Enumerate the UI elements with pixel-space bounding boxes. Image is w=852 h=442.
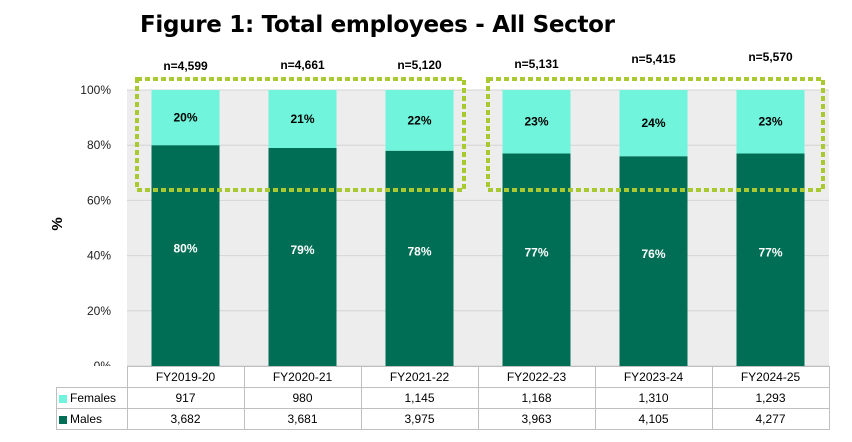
data-label-females: 24% <box>641 116 665 130</box>
total-label: n=5,415 <box>631 52 676 66</box>
data-label-males: 79% <box>290 243 314 257</box>
legend-label: Females <box>70 391 117 405</box>
y-tick-label: 40% <box>87 249 111 263</box>
plot-area: 0% 20% 40% 60% 80% 100%% 80% 20% n=4,599 79% 21% n=… <box>49 50 829 366</box>
table-cell: 3,681 <box>243 408 362 430</box>
table-cell: 980 <box>243 387 362 409</box>
total-label: n=5,570 <box>748 50 793 64</box>
data-label-males: 78% <box>407 244 431 258</box>
y-tick-label: 100% <box>80 83 111 97</box>
y-axis-label: % <box>49 217 66 230</box>
legend-swatch <box>59 415 67 424</box>
y-tick-label: 60% <box>87 193 111 207</box>
data-table: FY2019-20 FY2020-21 FY2021-22 FY2022-23 FY20… <box>56 366 830 430</box>
bar-females <box>619 90 688 157</box>
table-cell: 3,975 <box>360 408 479 430</box>
chart-title: Figure 1: Total employees - All Sector <box>140 12 615 38</box>
bar-females <box>268 90 337 148</box>
total-label: n=5,131 <box>514 57 559 71</box>
category-label: FY2023-24 <box>594 366 713 388</box>
bar-females <box>385 90 454 151</box>
data-label-females: 22% <box>407 113 431 127</box>
table-cell: 4,105 <box>594 408 713 430</box>
table-cell: 1,293 <box>711 387 830 409</box>
bar-males <box>151 145 220 366</box>
table-row: Females 917 980 1,145 1,168 1,310 1,293 <box>56 387 830 409</box>
category-label: FY2020-21 <box>243 366 362 388</box>
y-tick-label: 0% <box>94 359 112 366</box>
data-label-females: 23% <box>758 115 782 129</box>
table-cell: 1,145 <box>360 387 479 409</box>
stacked-bar-chart: 0% 20% 40% 60% 80% 100%% 80% 20% n=4,599 79% 21% n=… <box>49 50 829 366</box>
table-row-header: Females <box>56 387 128 409</box>
y-tick-label: 80% <box>87 138 111 152</box>
data-label-males: 76% <box>641 247 665 261</box>
bar-females <box>736 90 805 154</box>
data-label-males: 80% <box>173 242 197 256</box>
bar-females <box>502 90 571 154</box>
table-corner <box>56 366 128 388</box>
y-tick-label: 20% <box>87 304 111 318</box>
highlight-box-group-2 <box>486 77 825 192</box>
total-label: n=4,599 <box>163 59 208 73</box>
total-label: n=4,661 <box>280 58 325 72</box>
data-label-females: 23% <box>524 115 548 129</box>
category-label: FY2021-22 <box>360 366 479 388</box>
highlight-box-group-1 <box>135 77 466 192</box>
table-header-row: FY2019-20 FY2020-21 FY2021-22 FY2022-23 FY20… <box>56 366 830 388</box>
data-label-males: 77% <box>524 246 548 260</box>
table-cell: 3,963 <box>477 408 596 430</box>
bar-males <box>268 147 337 366</box>
data-label-females: 20% <box>173 111 197 125</box>
total-label: n=5,120 <box>397 58 442 72</box>
plot-background <box>127 90 829 366</box>
table-row: Males 3,682 3,681 3,975 3,963 4,105 4,277 <box>56 408 830 430</box>
table-cell: 917 <box>126 387 245 409</box>
category-label: FY2022-23 <box>477 366 596 388</box>
table-cell: 1,310 <box>594 387 713 409</box>
bar-females <box>151 90 220 146</box>
data-label-females: 21% <box>290 112 314 126</box>
table-cell: 4,277 <box>711 408 830 430</box>
legend-label: Males <box>70 412 103 426</box>
table-cell: 3,682 <box>126 408 245 430</box>
category-label: FY2024-25 <box>711 366 830 388</box>
table-row-header: Males <box>56 408 128 430</box>
category-label: FY2019-20 <box>126 366 245 388</box>
bar-males <box>385 150 454 366</box>
legend-swatch <box>59 394 67 403</box>
data-label-males: 77% <box>758 246 782 260</box>
table-cell: 1,168 <box>477 387 596 409</box>
